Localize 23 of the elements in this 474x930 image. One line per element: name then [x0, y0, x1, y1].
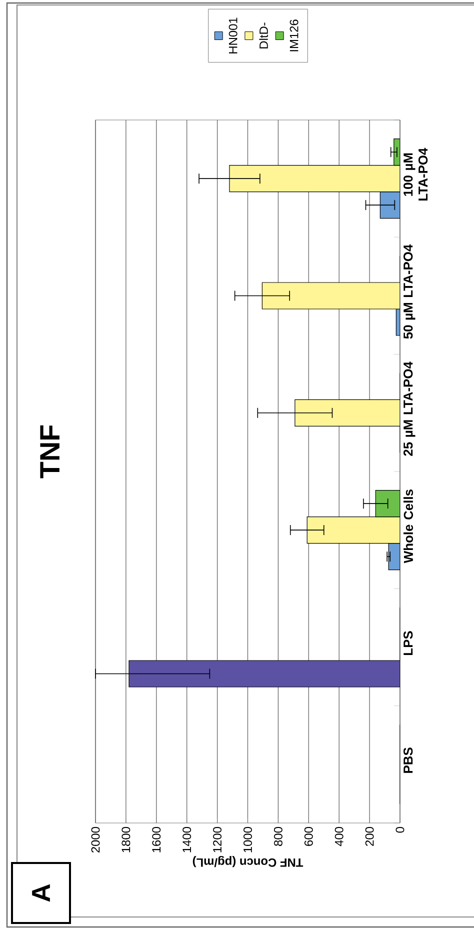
y-tick-label: 100 µM LTA-PO4: [404, 148, 428, 200]
x-tick-label: 2000: [91, 826, 100, 853]
x-tick-label: 1800: [122, 826, 130, 852]
legend-label: IM126: [290, 20, 298, 52]
x-tick-label: 800: [274, 826, 282, 846]
y-tick-label: 50 µM LTA-PO4: [404, 244, 416, 339]
legend-label: DltD-: [259, 22, 268, 48]
x-tick-label: 600: [304, 826, 313, 846]
x-axis-title: TNF Concn (pg/mL): [192, 856, 304, 868]
x-tick-label: 200: [365, 826, 374, 846]
text: TNF: [40, 425, 60, 478]
x-tick-label: 1200: [213, 826, 222, 852]
x-tick-label: 1600: [152, 826, 161, 852]
text: A: [32, 884, 50, 902]
x-tick-label: 1000: [244, 826, 252, 852]
y-tick-label: Whole Cells: [404, 490, 414, 564]
y-tick-label: PBS: [404, 748, 413, 773]
y-tick-label: 25 µM LTA-PO4: [404, 362, 416, 456]
x-tick-label: 1400: [182, 826, 192, 852]
y-tick-label: LPS: [404, 631, 413, 655]
x-tick-label: 400: [334, 826, 344, 846]
x-tick-label: 0: [396, 826, 404, 833]
legend-label: HN001: [228, 18, 238, 54]
